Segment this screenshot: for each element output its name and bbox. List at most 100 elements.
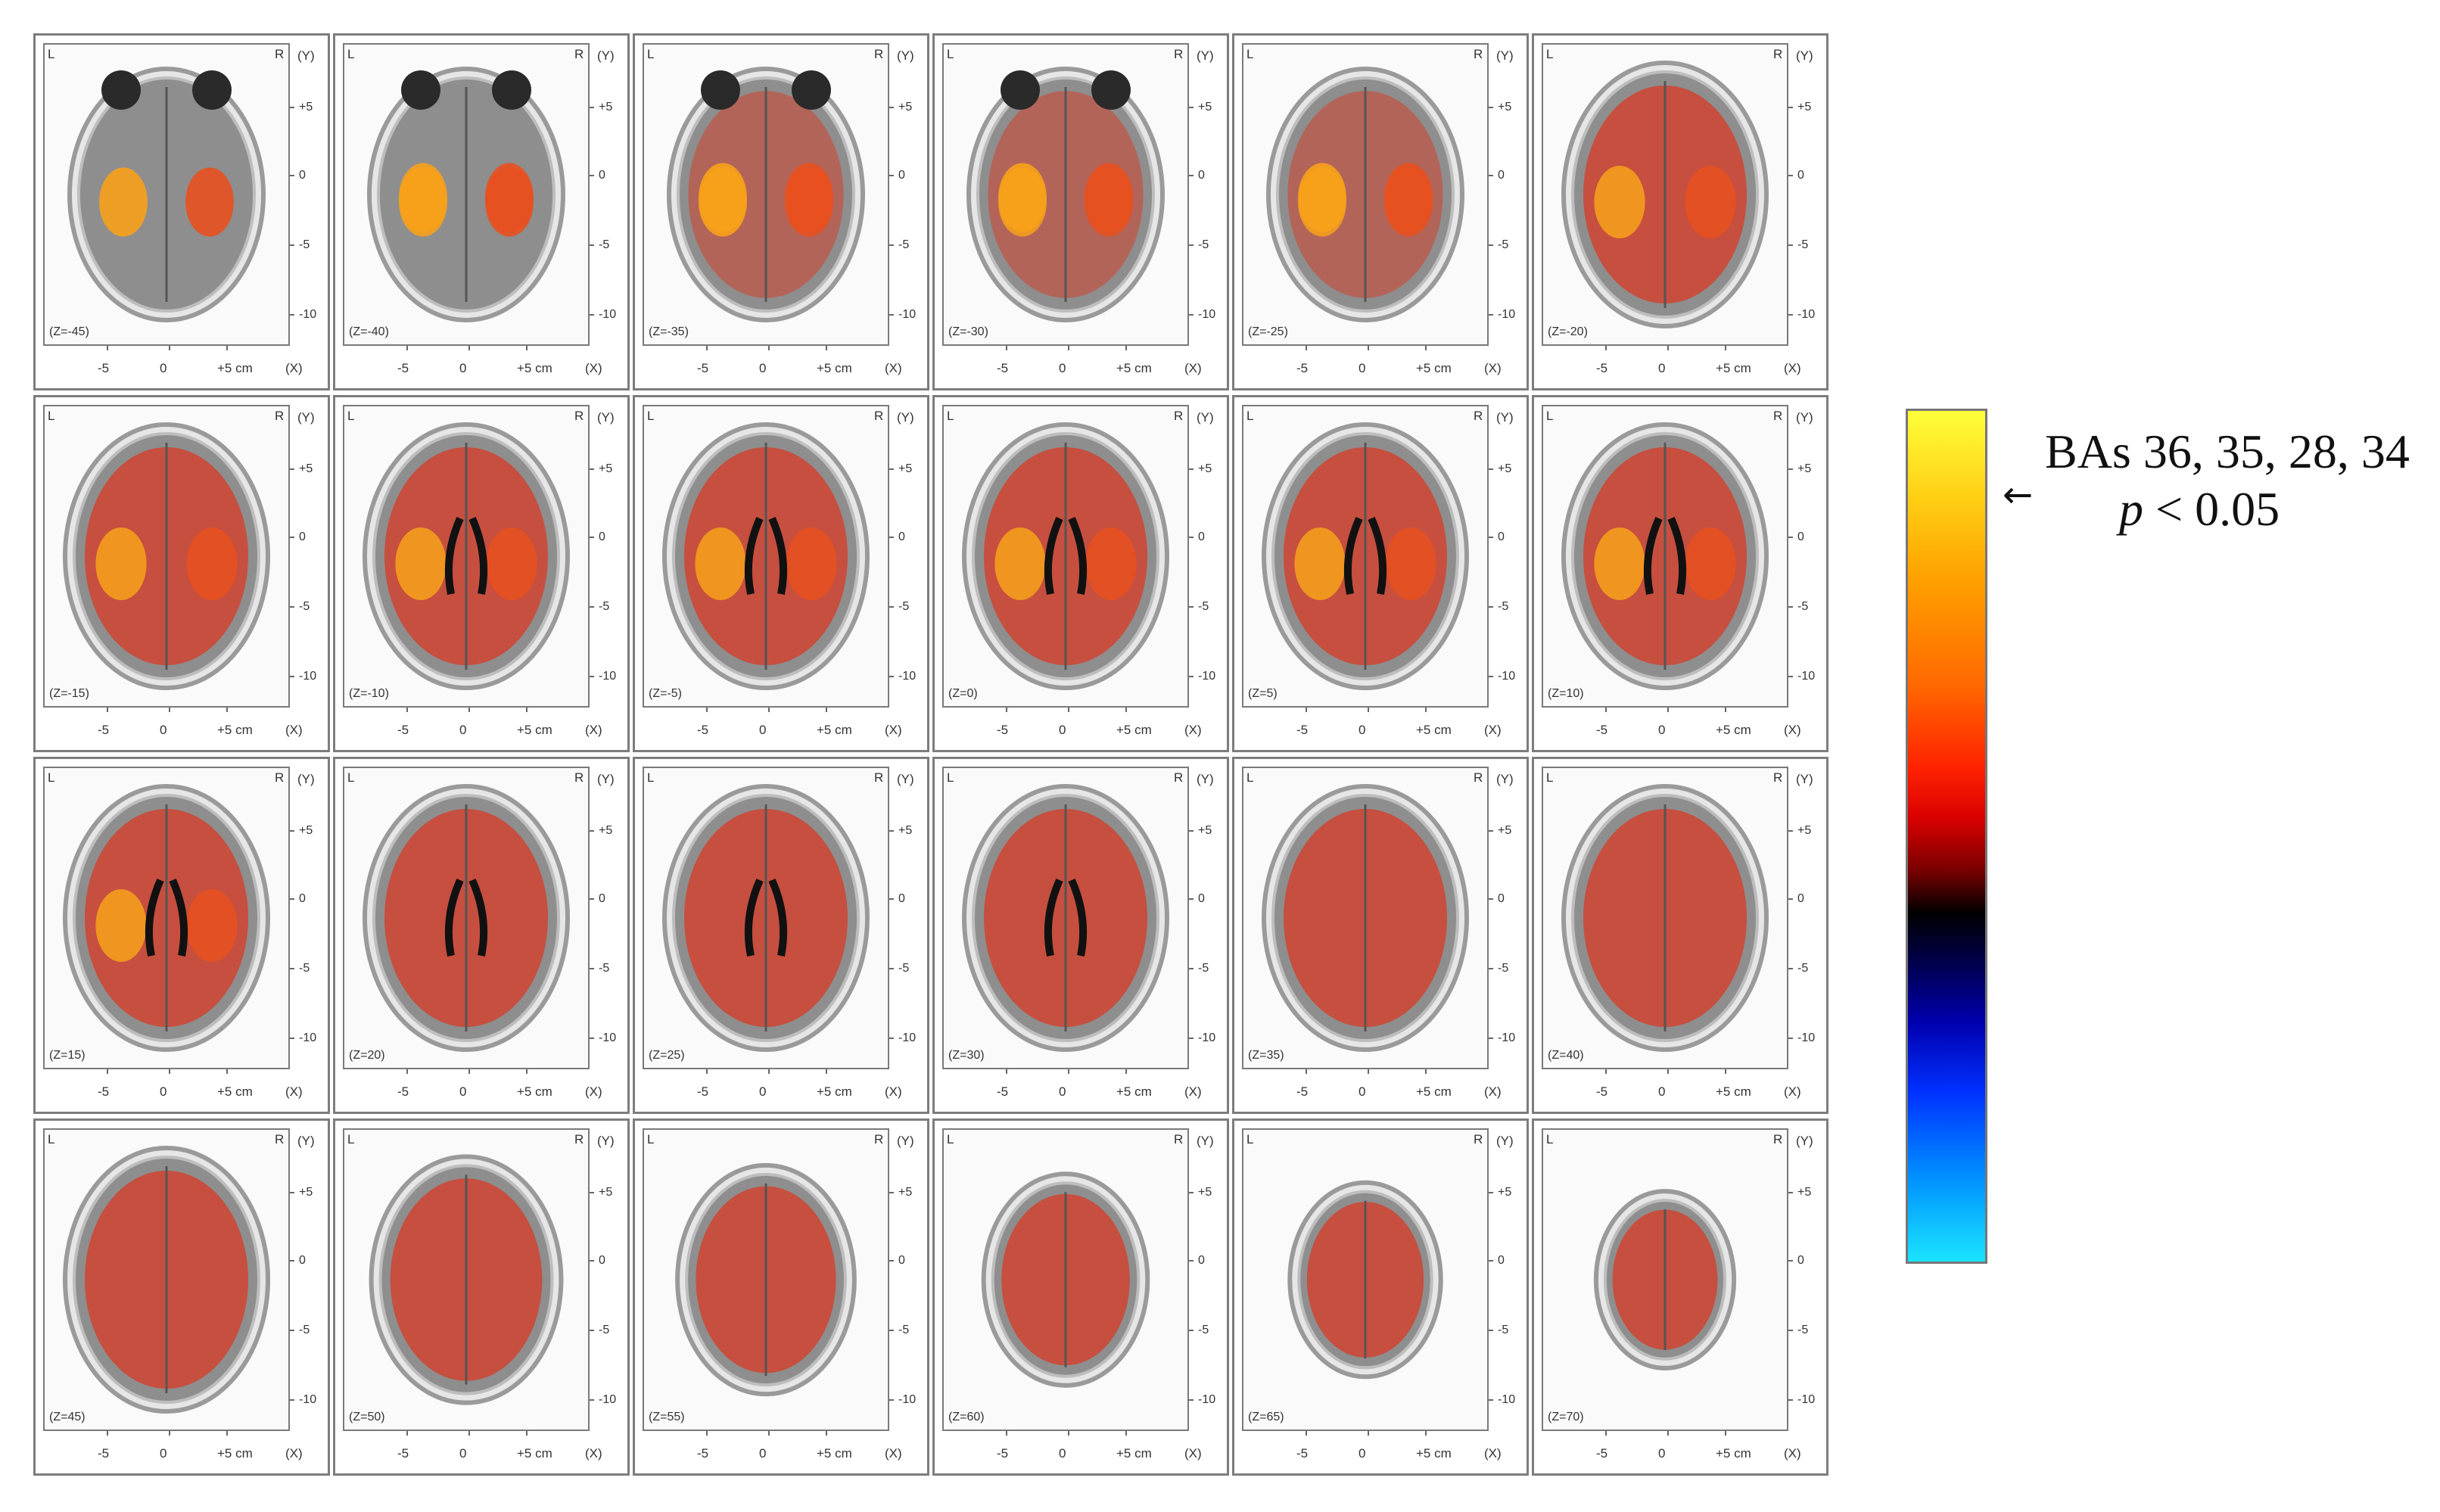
y-tick-mark: [1788, 537, 1793, 538]
x-tick-mark: [107, 708, 108, 712]
x-tick-label: 0: [160, 723, 167, 737]
orientation-right-label: R: [1174, 47, 1184, 61]
slice-z-label: (Z=35): [1248, 1049, 1284, 1062]
y-tick-label: -10: [599, 1031, 617, 1044]
y-tick-mark: [590, 830, 594, 832]
x-tick-mark: [1125, 1431, 1127, 1436]
brain-slice-image: [63, 784, 270, 1052]
brain-slice-view: [343, 43, 590, 346]
y-tick-label: -10: [1198, 1031, 1216, 1044]
x-tick-label: -5: [98, 1446, 110, 1461]
x-axis-label: (X): [1784, 361, 1801, 375]
x-tick-mark: [526, 708, 528, 712]
x-tick-mark: [1368, 1431, 1369, 1436]
slice-z-label: (Z=-15): [49, 687, 89, 700]
x-tick-mark: [768, 708, 770, 712]
brain-slice-view: [1542, 43, 1788, 346]
y-tick-mark: [1788, 314, 1793, 316]
slice-panel: L R (Y) (Z=5) +5 0 -5 -10 -5 0 +5 cm (X): [1232, 395, 1529, 752]
brain-slice-image: [67, 67, 266, 322]
y-tick-label: 0: [1797, 892, 1804, 905]
orientation-left-label: L: [347, 770, 355, 785]
orientation-right-label: R: [874, 770, 884, 785]
x-tick-mark: [406, 346, 408, 350]
slice-z-label: (Z=20): [349, 1049, 385, 1062]
y-axis-label: (Y): [597, 410, 615, 425]
y-tick-mark: [1788, 1038, 1793, 1039]
y-tick-mark: [1189, 107, 1194, 108]
y-tick-mark: [1189, 1260, 1194, 1262]
x-tick-mark: [706, 708, 708, 712]
y-axis-label: (Y): [1796, 772, 1813, 786]
y-tick-mark: [590, 676, 594, 677]
x-tick-mark: [1006, 1069, 1007, 1074]
slice-z-label: (Z=25): [649, 1049, 685, 1062]
y-tick-label: +5: [1797, 462, 1812, 475]
y-tick-mark: [889, 606, 894, 608]
x-tick-label: -5: [98, 361, 110, 375]
x-axis-label: (X): [585, 1084, 602, 1099]
y-tick-label: -10: [299, 1393, 317, 1406]
y-tick-mark: [889, 1260, 894, 1262]
x-tick-label: 0: [1358, 361, 1366, 375]
orientation-right-label: R: [275, 1132, 285, 1146]
y-tick-label: 0: [898, 892, 905, 905]
brain-slice-view: [43, 767, 290, 1069]
x-axis-label: (X): [885, 723, 902, 737]
y-tick-mark: [1788, 1330, 1793, 1331]
brain-slice-image: [966, 67, 1165, 322]
y-tick-mark: [889, 244, 894, 246]
slice-z-label: (Z=70): [1548, 1411, 1584, 1423]
x-tick-mark: [468, 1431, 470, 1436]
x-axis-label: (X): [1484, 1446, 1502, 1461]
orientation-right-label: R: [275, 47, 285, 61]
y-tick-mark: [290, 107, 294, 108]
x-axis-label: (X): [585, 1446, 602, 1461]
x-tick-mark: [1368, 708, 1369, 712]
x-tick-mark: [768, 1431, 770, 1436]
orientation-right-label: R: [574, 409, 584, 423]
x-tick-label: -5: [397, 1446, 409, 1461]
orientation-left-label: L: [1246, 409, 1254, 423]
slice-panel: L R (Y) (Z=0) +5 0 -5 -10 -5 0 +5 cm (X): [932, 395, 1229, 752]
brain-slice-view: [643, 767, 889, 1069]
y-tick-label: -10: [1797, 308, 1816, 321]
y-tick-mark: [1489, 314, 1493, 316]
x-tick-label: 0: [459, 723, 467, 737]
x-tick-label: -5: [397, 1084, 409, 1099]
orientation-left-label: L: [48, 1132, 55, 1146]
brain-slice-image: [1561, 61, 1769, 328]
y-tick-label: 0: [1498, 530, 1505, 543]
brain-slice-view: [1542, 767, 1788, 1069]
brain-slice-image: [1287, 1180, 1443, 1380]
brain-slice-view: [343, 767, 590, 1069]
x-tick-label: 0: [759, 1084, 767, 1099]
brain-slice-view: [1242, 767, 1489, 1069]
slice-z-label: (Z=0): [948, 687, 978, 700]
x-tick-label: +5 cm: [1116, 361, 1152, 375]
x-tick-mark: [1125, 708, 1127, 712]
slice-z-label: (Z=15): [49, 1049, 86, 1062]
x-tick-mark: [1667, 346, 1669, 350]
x-tick-label: -5: [98, 723, 110, 737]
brain-slice-view: [942, 767, 1189, 1069]
p-symbol: p: [2119, 482, 2143, 536]
y-tick-label: -5: [599, 238, 610, 251]
y-tick-mark: [590, 606, 594, 608]
x-tick-mark: [1306, 346, 1307, 350]
y-tick-label: -5: [1797, 1324, 1809, 1336]
x-axis-label: (X): [585, 361, 602, 375]
x-tick-mark: [526, 346, 528, 350]
orientation-left-label: L: [647, 409, 655, 423]
x-tick-mark: [1725, 1069, 1726, 1074]
orientation-left-label: L: [647, 47, 655, 61]
y-tick-label: +5: [599, 824, 613, 837]
y-tick-label: -10: [898, 1031, 917, 1044]
y-tick-label: +5: [1797, 101, 1812, 114]
x-axis-label: (X): [285, 1446, 303, 1461]
x-tick-mark: [1425, 1069, 1427, 1074]
x-tick-label: -5: [1596, 723, 1608, 737]
y-tick-mark: [1489, 107, 1493, 108]
orientation-right-label: R: [1474, 409, 1483, 423]
orientation-right-label: R: [574, 1132, 584, 1146]
